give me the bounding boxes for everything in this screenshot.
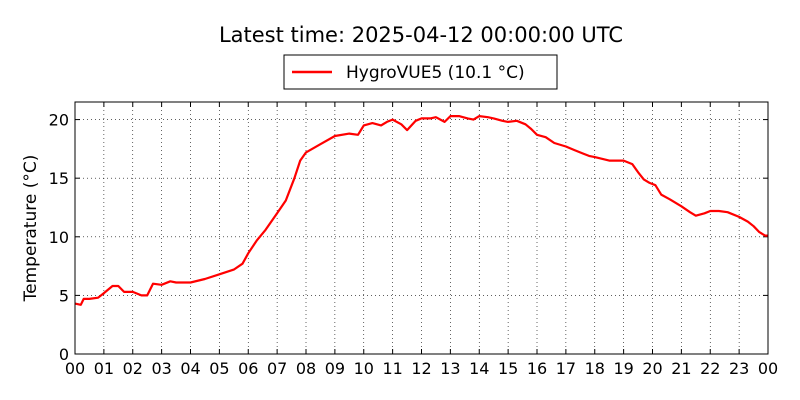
x-tick-label: 21	[671, 359, 691, 378]
y-axis-ticks: 0 5 10 15 20	[49, 111, 768, 364]
y-tick-label: 15	[49, 169, 69, 188]
x-axis-ticks: 00 01 02 03 04 05 06 07 08 09 10 11 12 13 14 15 16 17 18 19…	[65, 102, 778, 378]
x-tick-label: 18	[585, 359, 605, 378]
legend-series-label: HygroVUE5 (10.1 °C)	[346, 63, 525, 83]
x-tick-label: 10	[354, 359, 374, 378]
y-tick-label: 20	[49, 111, 69, 130]
x-tick-label: 15	[498, 359, 518, 378]
x-tick-label: 08	[296, 359, 316, 378]
x-tick-label: 01	[94, 359, 114, 378]
chart-title: Latest time: 2025-04-12 00:00:00 UTC	[219, 23, 623, 47]
x-tick-label: 19	[613, 359, 633, 378]
x-tick-label: 00	[758, 359, 778, 378]
x-tick-label: 13	[440, 359, 460, 378]
series-line-hygrovue5	[74, 114, 768, 306]
y-tick-label: 5	[59, 286, 69, 305]
x-tick-label: 06	[238, 359, 258, 378]
x-tick-label: 14	[469, 359, 489, 378]
x-tick-label: 03	[151, 359, 171, 378]
x-tick-label: 02	[123, 359, 143, 378]
plot-area-background	[75, 102, 768, 354]
x-tick-label: 22	[700, 359, 720, 378]
x-tick-label: 20	[642, 359, 662, 378]
x-tick-label: 17	[556, 359, 576, 378]
y-tick-label: 0	[59, 345, 69, 364]
x-tick-label: 09	[325, 359, 345, 378]
x-tick-label: 04	[180, 359, 200, 378]
y-axis-label: Temperature (°C)	[21, 155, 41, 303]
x-tick-label: 12	[411, 359, 431, 378]
x-tick-label: 07	[267, 359, 287, 378]
plot-frame	[74, 101, 769, 355]
x-tick-label: 00	[65, 359, 85, 378]
legend: HygroVUE5 (10.1 °C)	[283, 54, 558, 90]
x-tick-label: 23	[729, 359, 749, 378]
x-tick-label: 11	[382, 359, 402, 378]
y-tick-label: 10	[49, 228, 69, 247]
x-tick-label: 16	[527, 359, 547, 378]
x-tick-label: 05	[209, 359, 229, 378]
